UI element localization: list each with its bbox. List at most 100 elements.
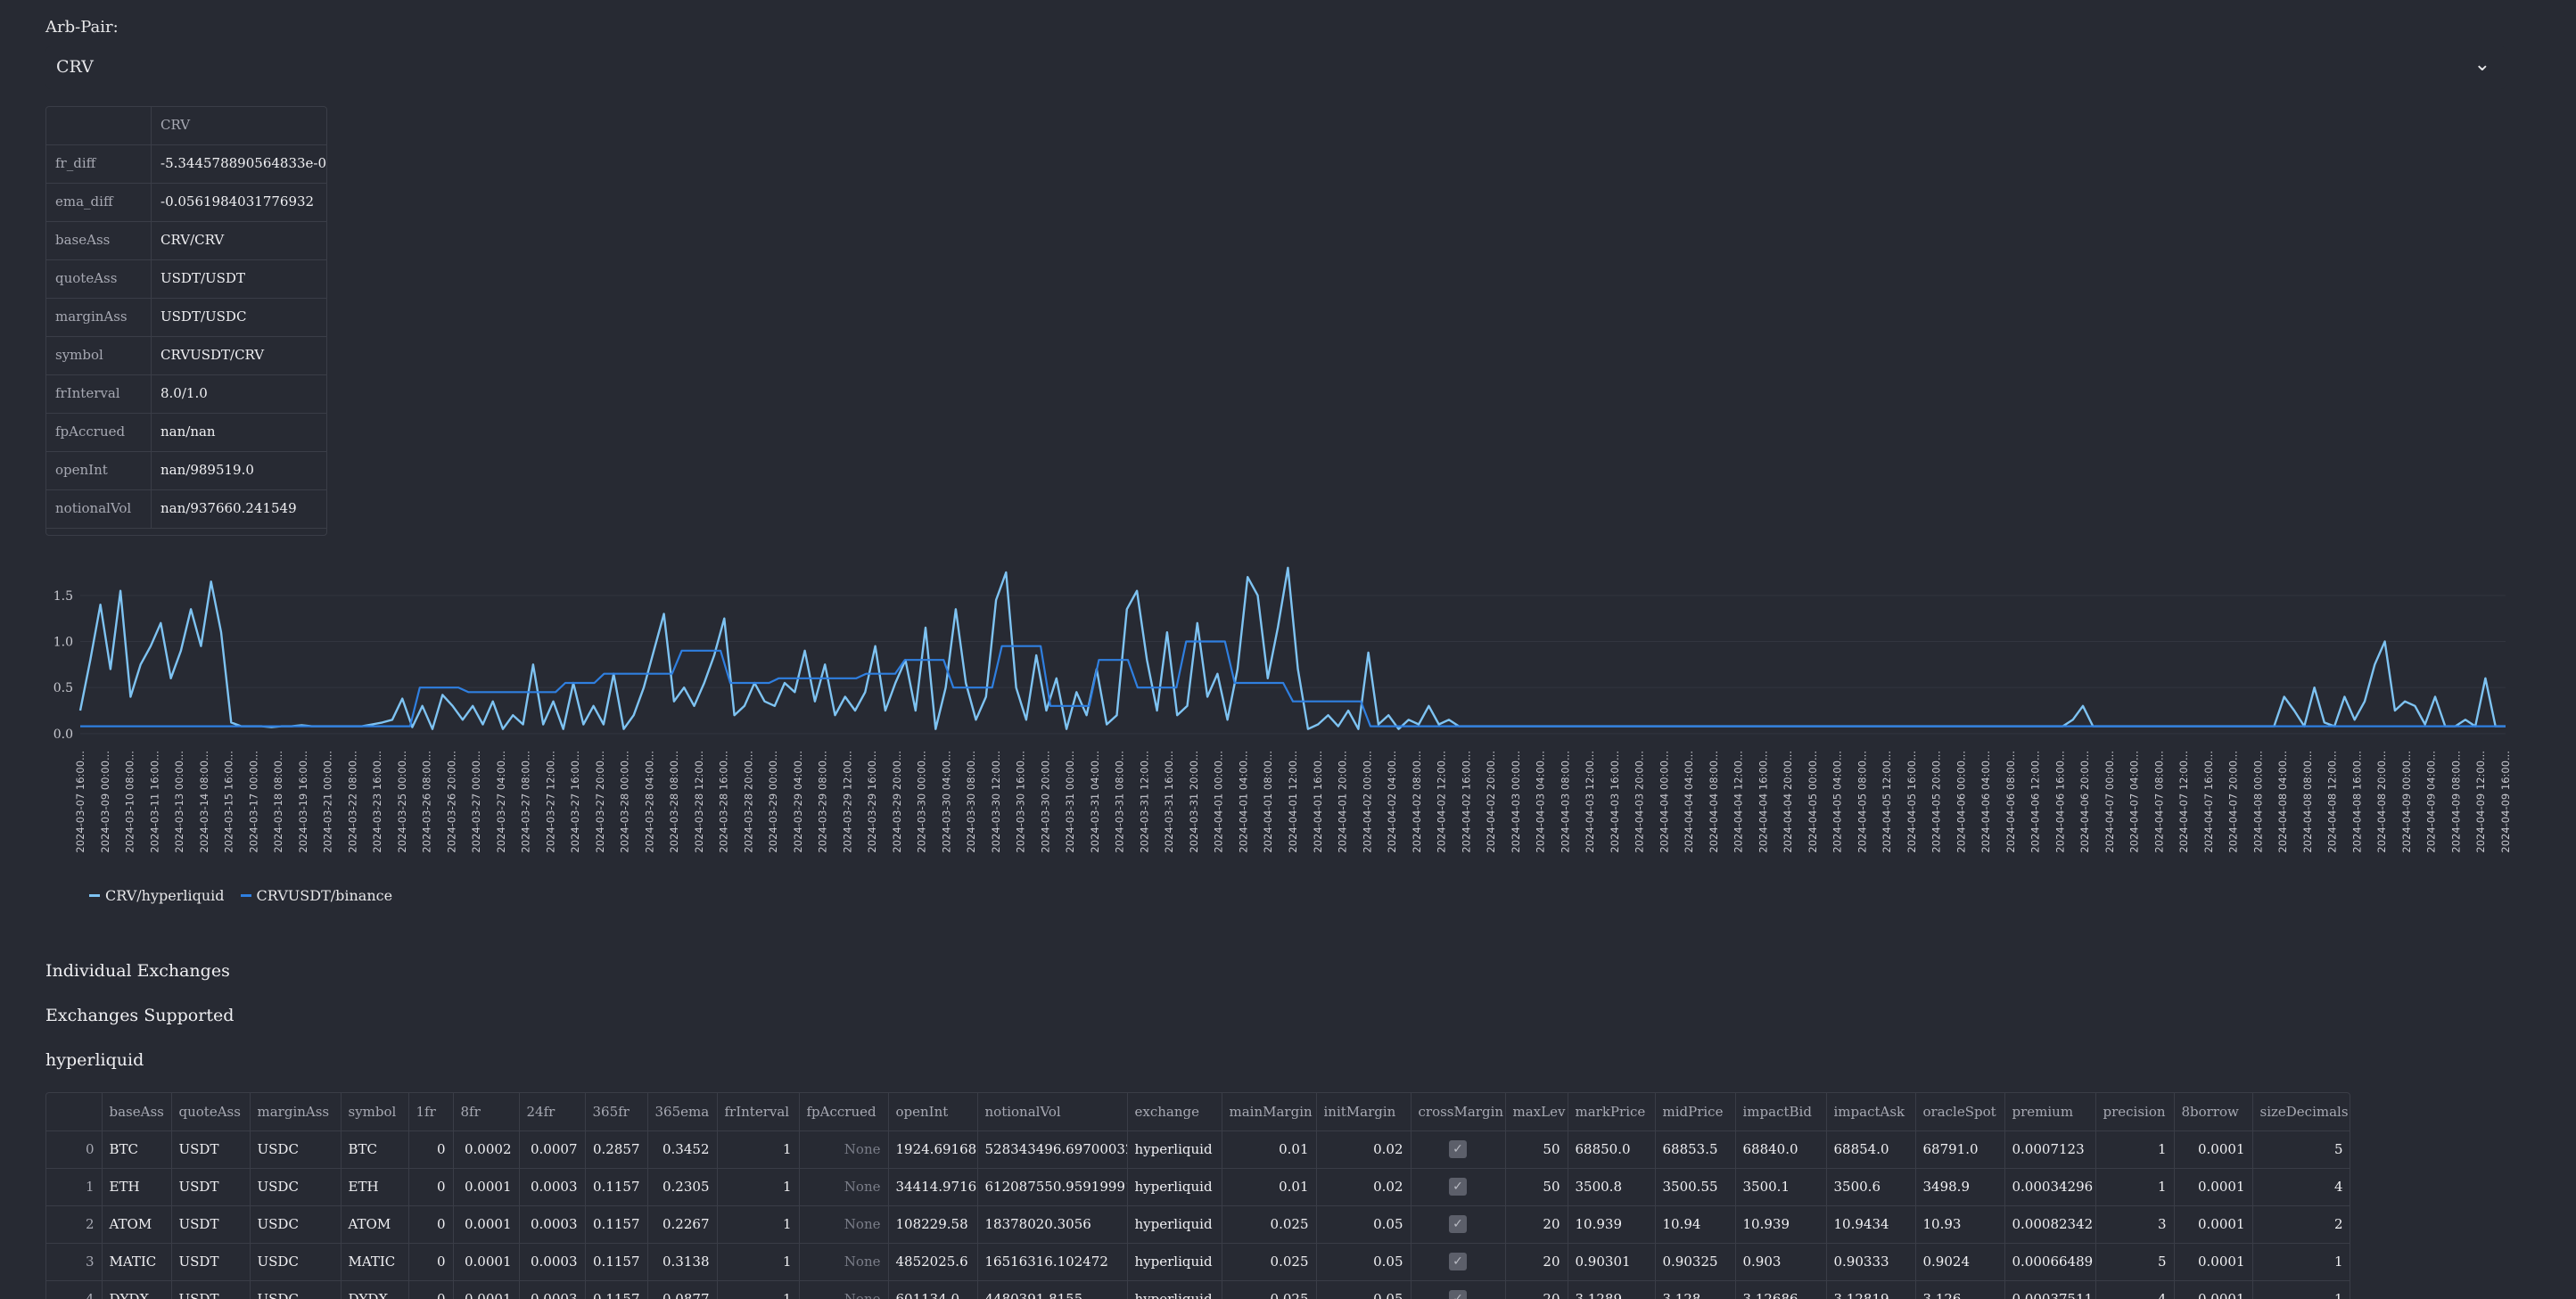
cell-24fr[interactable]: 0.0003 [519, 1205, 586, 1244]
cell-baseAss[interactable]: ETH [102, 1168, 172, 1206]
cell-markPrice[interactable]: 0.90301 [1568, 1243, 1656, 1281]
cell-precision[interactable]: 3 [2095, 1205, 2175, 1244]
column-header-notionalVol[interactable]: notionalVol [977, 1093, 1128, 1131]
cell-fpAccrued[interactable]: None [799, 1130, 889, 1169]
cell-sizeDecimals[interactable]: 1 [2252, 1280, 2350, 1299]
cell-1fr[interactable]: 0 [408, 1130, 454, 1169]
column-header-initMargin[interactable]: initMargin [1316, 1093, 1411, 1131]
cell-sizeDecimals[interactable]: 1 [2252, 1243, 2350, 1281]
cell-initMargin[interactable]: 0.02 [1316, 1130, 1411, 1169]
summary-row-baseAss[interactable]: baseAss CRV/CRV [46, 222, 326, 260]
column-header-sizeDecimals[interactable]: sizeDecimals [2252, 1093, 2350, 1131]
table-row[interactable]: 0 BTC USDT USDC BTC 0 0.0002 0.0007 0.2857 0.3452… [46, 1130, 2350, 1169]
table-row[interactable]: 4 DYDX USDT USDC DYDX 0 0.0001 0.0003 0.1157 0.08… [46, 1280, 2350, 1299]
cell-sizeDecimals[interactable]: 2 [2252, 1205, 2350, 1244]
summary-value[interactable]: 8.0/1.0 [160, 385, 208, 401]
table-row[interactable]: 2 ATOM USDT USDC ATOM 0 0.0001 0.0003 0.1157 0.22… [46, 1205, 2350, 1244]
column-header-mainMargin[interactable]: mainMargin [1222, 1093, 1317, 1131]
column-header-365ema[interactable]: 365ema [647, 1093, 718, 1131]
cell-8borrow[interactable]: 0.0001 [2174, 1130, 2253, 1169]
cell-baseAss[interactable]: MATIC [102, 1243, 172, 1281]
cell-1fr[interactable]: 0 [408, 1205, 454, 1244]
cell-365ema[interactable]: 0.2267 [647, 1205, 718, 1244]
cell-markPrice[interactable]: 3500.8 [1568, 1168, 1656, 1206]
cell-initMargin[interactable]: 0.05 [1316, 1280, 1411, 1299]
summary-value[interactable]: -0.0561984031776932 [160, 193, 315, 210]
cell-notionalVol[interactable]: 528343496.69700032 [977, 1130, 1128, 1169]
cell-oracleSpot[interactable]: 0.9024 [1915, 1243, 2005, 1281]
summary-value[interactable]: CRV/CRV [160, 232, 225, 248]
cell-impactAsk[interactable]: 3.12819 [1826, 1280, 1916, 1299]
summary-row-frInterval[interactable]: frInterval 8.0/1.0 [46, 375, 326, 414]
column-header-8borrow[interactable]: 8borrow [2174, 1093, 2253, 1131]
cell-quoteAss[interactable]: USDT [171, 1243, 251, 1281]
column-header-365fr[interactable]: 365fr [585, 1093, 648, 1131]
cell-oracleSpot[interactable]: 3498.9 [1915, 1168, 2005, 1206]
cell-symbol[interactable]: DYDX [341, 1280, 409, 1299]
column-header-maxLev[interactable]: maxLev [1505, 1093, 1568, 1131]
summary-row-notionalVol[interactable]: notionalVol nan/937660.241549 [46, 490, 326, 529]
cell-8borrow[interactable]: 0.0001 [2174, 1168, 2253, 1206]
cell-8fr[interactable]: 0.0001 [453, 1280, 520, 1299]
cell-exchange[interactable]: hyperliquid [1127, 1243, 1222, 1281]
cell-mainMargin[interactable]: 0.025 [1222, 1243, 1317, 1281]
cell-24fr[interactable]: 0.0007 [519, 1130, 586, 1169]
cell-index[interactable]: 1 [46, 1168, 103, 1206]
cell-exchange[interactable]: hyperliquid [1127, 1205, 1222, 1244]
cell-index[interactable]: 0 [46, 1130, 103, 1169]
cell-crossMargin[interactable]: ✓ [1411, 1130, 1506, 1169]
column-header-index[interactable] [46, 1093, 103, 1131]
cell-mainMargin[interactable]: 0.01 [1222, 1168, 1317, 1206]
cell-8borrow[interactable]: 0.0001 [2174, 1205, 2253, 1244]
summary-value[interactable]: nan/nan [160, 423, 216, 440]
column-header-midPrice[interactable]: midPrice [1655, 1093, 1736, 1131]
cell-baseAss[interactable]: BTC [102, 1130, 172, 1169]
cell-24fr[interactable]: 0.0003 [519, 1168, 586, 1206]
cell-8borrow[interactable]: 0.0001 [2174, 1243, 2253, 1281]
cell-8fr[interactable]: 0.0001 [453, 1205, 520, 1244]
legend-item-binance[interactable]: CRVUSDT/binance [240, 887, 392, 904]
cell-precision[interactable]: 1 [2095, 1168, 2175, 1206]
cell-maxLev[interactable]: 20 [1505, 1280, 1568, 1299]
column-header-fpAccrued[interactable]: fpAccrued [799, 1093, 889, 1131]
checkbox-checked-icon[interactable]: ✓ [1449, 1215, 1467, 1233]
cell-365fr[interactable]: 0.1157 [585, 1243, 648, 1281]
table-row[interactable]: 3 MATIC USDT USDC MATIC 0 0.0001 0.0003 0.1157 0.… [46, 1243, 2350, 1281]
cell-marginAss[interactable]: USDC [250, 1205, 342, 1244]
summary-value[interactable]: USDT/USDC [160, 308, 247, 325]
column-header-baseAss[interactable]: baseAss [102, 1093, 172, 1131]
column-header-marginAss[interactable]: marginAss [250, 1093, 342, 1131]
column-header-exchange[interactable]: exchange [1127, 1093, 1222, 1131]
column-header-frInterval[interactable]: frInterval [717, 1093, 800, 1131]
cell-365fr[interactable]: 0.1157 [585, 1168, 648, 1206]
cell-openInt[interactable]: 601134.0 [888, 1280, 978, 1299]
cell-365fr[interactable]: 0.2857 [585, 1130, 648, 1169]
summary-row-fr_diff[interactable]: fr_diff -5.344578890564833e-06 [46, 145, 326, 184]
column-header-openInt[interactable]: openInt [888, 1093, 978, 1131]
checkbox-checked-icon[interactable]: ✓ [1449, 1290, 1467, 1299]
cell-markPrice[interactable]: 10.939 [1568, 1205, 1656, 1244]
cell-marginAss[interactable]: USDC [250, 1130, 342, 1169]
cell-frInterval[interactable]: 1 [717, 1205, 800, 1244]
cell-frInterval[interactable]: 1 [717, 1280, 800, 1299]
cell-maxLev[interactable]: 50 [1505, 1168, 1568, 1206]
cell-8fr[interactable]: 0.0001 [453, 1243, 520, 1281]
column-header-impactAsk[interactable]: impactAsk [1826, 1093, 1916, 1131]
cell-crossMargin[interactable]: ✓ [1411, 1205, 1506, 1244]
cell-premium[interactable]: 0.0007123 [2004, 1130, 2096, 1169]
cell-365ema[interactable]: 0.0877 [647, 1280, 718, 1299]
cell-oracleSpot[interactable]: 10.93 [1915, 1205, 2005, 1244]
summary-value[interactable]: nan/937660.241549 [160, 500, 297, 516]
cell-precision[interactable]: 1 [2095, 1130, 2175, 1169]
cell-8borrow[interactable]: 0.0001 [2174, 1280, 2253, 1299]
arb-pair-select[interactable]: CRV ⌄ [45, 46, 2506, 89]
cell-midPrice[interactable]: 68853.5 [1655, 1130, 1736, 1169]
checkbox-checked-icon[interactable]: ✓ [1449, 1140, 1467, 1158]
cell-impactBid[interactable]: 3.12686 [1735, 1280, 1827, 1299]
cell-index[interactable]: 3 [46, 1243, 103, 1281]
cell-fpAccrued[interactable]: None [799, 1280, 889, 1299]
summary-row-openInt[interactable]: openInt nan/989519.0 [46, 452, 326, 490]
column-header-impactBid[interactable]: impactBid [1735, 1093, 1827, 1131]
cell-midPrice[interactable]: 3500.55 [1655, 1168, 1736, 1206]
summary-value[interactable]: USDT/USDT [160, 270, 245, 286]
